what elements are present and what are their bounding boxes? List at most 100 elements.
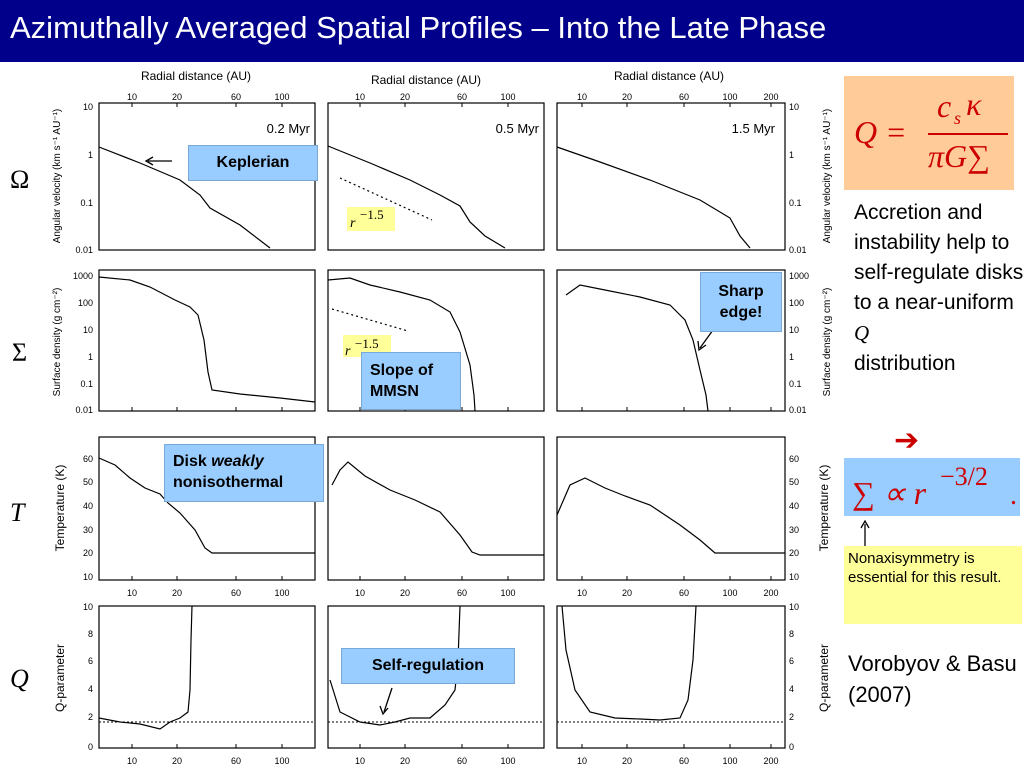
ytick-omega-10: 10 — [83, 102, 93, 112]
rtick-q-4: 4 — [789, 684, 794, 694]
bot-tick-t2-100: 100 — [500, 588, 515, 598]
rtick-temp-20: 20 — [789, 548, 799, 558]
top-tick-c2-60: 60 — [457, 92, 467, 102]
panel-temp-2 — [327, 436, 545, 581]
top-tick-c2-20: 20 — [400, 92, 410, 102]
panel-sigma-1 — [98, 269, 316, 412]
bot-tick-q3-200: 200 — [763, 756, 778, 766]
rtick-temp-60: 60 — [789, 454, 799, 464]
bot-tick-q3-100: 100 — [722, 756, 737, 766]
r-label-sigma-r: r — [345, 344, 351, 359]
ytick-sigma-10: 10 — [83, 325, 93, 335]
q-formula-fraction-bar — [928, 133, 1008, 135]
top-tick-c2-100: 100 — [500, 92, 515, 102]
panel-omega-2 — [327, 102, 545, 251]
q-curve-1 — [98, 605, 193, 730]
ytick-temp-10: 10 — [83, 572, 93, 582]
self-regulation-box: Self-regulation — [341, 648, 515, 684]
self-regulation-arrow — [383, 687, 393, 713]
ytick-temp-50: 50 — [83, 477, 93, 487]
row-symbol-q: Q — [10, 664, 29, 693]
time-label-1: 0.2 Myr — [267, 121, 311, 136]
note-arrow — [860, 519, 870, 546]
rtick-temp-40: 40 — [789, 501, 799, 511]
top-tick-c2-10: 10 — [355, 92, 365, 102]
sigma-curve-2 — [327, 277, 476, 412]
slope-mmsn-box: Slope of MMSN — [361, 352, 461, 410]
bot-tick-t3-10: 10 — [577, 588, 587, 598]
rtick-omega-10: 10 — [789, 102, 799, 112]
top-tick-c1-20: 20 — [172, 92, 182, 102]
rtick-q-0: 0 — [789, 742, 794, 752]
ytick-omega-0.01: 0.01 — [75, 245, 93, 255]
top-tick-c3-60: 60 — [679, 92, 689, 102]
bot-tick-q3-60: 60 — [679, 756, 689, 766]
ylabel-q-right: Q-parameter — [817, 644, 831, 712]
rtick-sigma-100: 100 — [789, 298, 804, 308]
weakly-label: weakly — [211, 453, 264, 470]
q-curve-3 — [561, 605, 697, 721]
q-formula-box: Q = c s κ πG∑ — [844, 76, 1014, 190]
panel-omega-3 — [556, 102, 786, 251]
panel-sigma-2 — [327, 269, 545, 412]
disk-label: Disk — [173, 453, 212, 470]
top-tick-c3-100: 100 — [722, 92, 737, 102]
accretion-body: Accretion and instability help to self-r… — [854, 201, 1024, 314]
rtick-sigma-0.01: 0.01 — [789, 405, 807, 415]
bot-tick-t1-20: 20 — [172, 588, 182, 598]
ytick-temp-40: 40 — [83, 501, 93, 511]
top-tick-c1-10: 10 — [127, 92, 137, 102]
bot-tick-t3-20: 20 — [622, 588, 632, 598]
sharp-edge-arrow — [699, 329, 714, 349]
panel-temp-3 — [556, 436, 786, 581]
rtick-q-8: 8 — [789, 629, 794, 639]
sigma-formula-exp: −3/2 — [940, 462, 988, 491]
bot-tick-t1-60: 60 — [231, 588, 241, 598]
omega-r-slope — [339, 177, 433, 221]
sharp-edge-box: Sharp edge! — [700, 272, 782, 332]
ytick-omega-0.1: 0.1 — [80, 198, 93, 208]
sigma-curve-1 — [98, 276, 316, 403]
nonisothermal-label: nonisothermal — [173, 474, 284, 491]
q-formula-den: πG∑ — [928, 138, 990, 174]
rtick-sigma-1: 1 — [789, 352, 794, 362]
ytick-sigma-100: 100 — [78, 298, 93, 308]
r-label-box-omega — [347, 207, 395, 231]
rtick-temp-30: 30 — [789, 525, 799, 535]
ytick-temp-20: 20 — [83, 548, 93, 558]
rtick-omega-1: 1 — [789, 150, 794, 160]
keplerian-label: Keplerian — [216, 154, 290, 171]
temp-curve-1 — [98, 457, 315, 554]
ytick-q-4: 4 — [88, 684, 93, 694]
bot-tick-q3-20: 20 — [622, 756, 632, 766]
sigma-formula-tail: . — [1010, 480, 1017, 511]
bot-tick-q2-100: 100 — [500, 756, 515, 766]
rtick-sigma-10: 10 — [789, 325, 799, 335]
ylabel-omega-right: Angular velocity (km s⁻¹ AU⁻¹) — [822, 109, 833, 243]
r-label-omega-r: r — [350, 216, 356, 231]
accretion-q: Q — [854, 321, 870, 345]
bot-tick-t2-10: 10 — [355, 588, 365, 598]
sigma-curve-3 — [565, 284, 709, 412]
slide-title: Azimuthally Averaged Spatial Profiles – … — [10, 10, 827, 45]
profiles-figure: Radial distance (AU) Radial distance (AU… — [52, 69, 833, 766]
row-symbol-t: T — [10, 498, 25, 527]
rtick-temp-50: 50 — [789, 477, 799, 487]
bot-tick-t2-20: 20 — [400, 588, 410, 598]
rtick-temp-10: 10 — [789, 572, 799, 582]
title-bar: Azimuthally Averaged Spatial Profiles – … — [0, 0, 1024, 62]
ytick-q-6: 6 — [88, 656, 93, 666]
ytick-q-0: 0 — [88, 742, 93, 752]
red-arrow-icon: ➔ — [894, 424, 920, 457]
bot-tick-t1-100: 100 — [274, 588, 289, 598]
bot-tick-q1-20: 20 — [172, 756, 182, 766]
rtick-q-6: 6 — [789, 656, 794, 666]
row-symbol-omega: Ω — [10, 165, 30, 194]
bot-tick-q1-10: 10 — [127, 756, 137, 766]
time-label-2: 0.5 Myr — [496, 121, 540, 136]
top-axis-label-1: Radial distance (AU) — [141, 69, 251, 83]
bot-tick-t1-10: 10 — [127, 588, 137, 598]
row-symbol-sigma: Σ — [12, 338, 28, 367]
ylabel-temp-right: Temperature (K) — [817, 465, 831, 552]
bot-tick-q2-10: 10 — [355, 756, 365, 766]
